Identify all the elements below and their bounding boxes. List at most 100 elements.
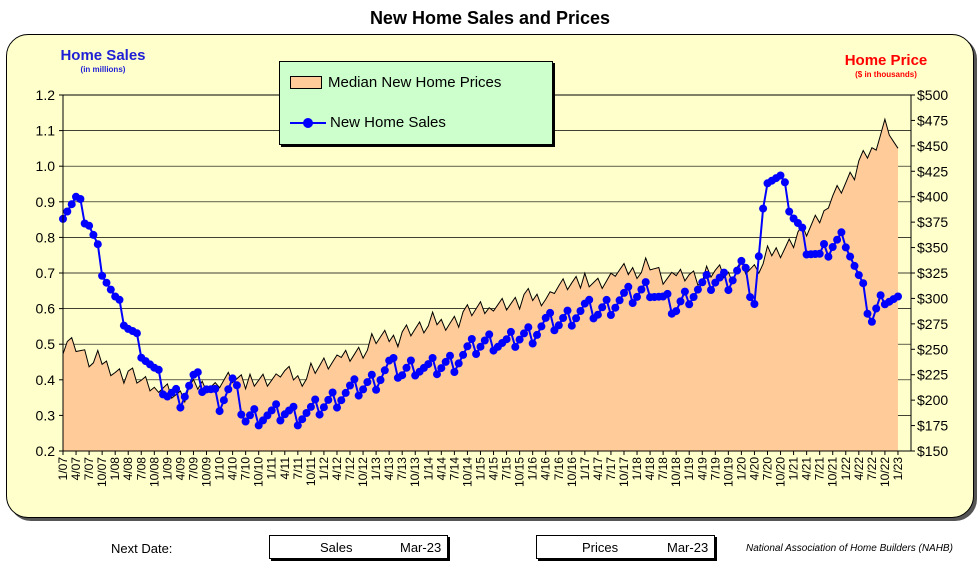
prices-box-label: Prices bbox=[582, 540, 619, 555]
sales-point bbox=[337, 396, 346, 405]
sales-point bbox=[172, 384, 181, 393]
sales-point bbox=[863, 309, 872, 318]
x-tick-label: 7/16 bbox=[552, 457, 566, 481]
left-tick-label: 0.5 bbox=[36, 336, 56, 352]
legend-area-swatch bbox=[290, 76, 322, 89]
sales-point bbox=[733, 266, 742, 275]
sales-point bbox=[737, 256, 746, 265]
sales-point bbox=[433, 370, 441, 379]
sales-point bbox=[515, 335, 524, 344]
right-tick-label: $300 bbox=[917, 290, 948, 306]
x-tick-label: 4/08 bbox=[121, 457, 135, 481]
legend-line-marker bbox=[290, 116, 326, 130]
x-tick-label: 4/20 bbox=[747, 457, 761, 481]
sales-point bbox=[406, 356, 415, 365]
x-tick-label: 4/13 bbox=[382, 457, 396, 481]
right-axis-title: Home Price bbox=[844, 52, 928, 69]
x-tick-label: 10/07 bbox=[95, 457, 109, 487]
x-tick-label: 7/13 bbox=[395, 457, 409, 481]
sales-point bbox=[398, 371, 407, 380]
x-tick-label: 10/09 bbox=[200, 457, 214, 487]
sales-point bbox=[246, 411, 254, 420]
sales-point bbox=[363, 378, 372, 387]
left-tick-label: 0.9 bbox=[36, 194, 56, 210]
x-tick-label: 7/11 bbox=[291, 457, 305, 480]
sales-point bbox=[115, 295, 124, 304]
legend-item-sales: New Home Sales bbox=[290, 114, 446, 131]
sales-point bbox=[272, 400, 281, 409]
sales-point bbox=[476, 342, 485, 351]
x-tick-label: 4/15 bbox=[487, 457, 501, 481]
sales-point bbox=[211, 384, 220, 393]
sales-point bbox=[402, 363, 411, 372]
legend-label-sales: New Home Sales bbox=[330, 114, 446, 131]
sales-point bbox=[563, 306, 572, 315]
x-tick-label: 10/19 bbox=[721, 457, 735, 487]
sales-point bbox=[685, 300, 694, 309]
sales-point bbox=[894, 292, 902, 301]
sales-point bbox=[728, 276, 737, 285]
x-tick-label: 4/21 bbox=[800, 457, 814, 481]
x-tick-label: 1/21 bbox=[787, 457, 801, 481]
sales-point bbox=[637, 285, 646, 294]
left-tick-label: 1.2 bbox=[36, 87, 56, 103]
right-tick-label: $325 bbox=[917, 265, 948, 281]
sales-point bbox=[820, 240, 828, 248]
sales-point bbox=[241, 417, 250, 426]
x-tick-label: 10/20 bbox=[774, 457, 788, 487]
sales-point bbox=[450, 368, 459, 376]
sales-point bbox=[611, 303, 620, 312]
source-note: National Association of Home Builders (N… bbox=[746, 543, 953, 554]
x-tick-label: 1/13 bbox=[369, 457, 383, 481]
sales-point bbox=[333, 403, 341, 412]
right-tick-label: $250 bbox=[917, 341, 948, 357]
sales-point bbox=[833, 235, 842, 244]
sales-point bbox=[472, 350, 481, 358]
sales-point bbox=[776, 171, 785, 180]
x-tick-label: 4/16 bbox=[539, 457, 553, 481]
x-tick-label: 10/16 bbox=[565, 457, 579, 487]
sales-point bbox=[328, 388, 337, 397]
x-tick-label: 7/15 bbox=[500, 457, 514, 481]
x-tick-label: 10/10 bbox=[252, 457, 266, 487]
sales-point bbox=[389, 354, 398, 362]
x-tick-label: 7/21 bbox=[813, 457, 827, 481]
sales-point bbox=[593, 310, 602, 319]
x-tick-label: 7/10 bbox=[239, 457, 253, 481]
sales-point bbox=[502, 335, 511, 344]
sales-box-date: Mar-23 bbox=[400, 540, 442, 555]
right-tick-label: $500 bbox=[917, 87, 948, 103]
sales-point bbox=[376, 376, 385, 384]
right-tick-label: $425 bbox=[917, 163, 948, 179]
sales-point bbox=[289, 402, 298, 411]
x-tick-label: 4/17 bbox=[591, 457, 605, 481]
x-tick-label: 7/18 bbox=[656, 457, 670, 481]
sales-point bbox=[815, 249, 824, 258]
sales-point bbox=[676, 297, 685, 306]
x-tick-label: 1/10 bbox=[213, 457, 227, 481]
sales-point bbox=[319, 403, 328, 412]
x-tick-label: 1/20 bbox=[734, 457, 748, 481]
sales-point bbox=[454, 359, 463, 368]
sales-point bbox=[511, 342, 520, 351]
sales-point bbox=[837, 228, 846, 237]
x-tick-label: 4/09 bbox=[173, 457, 187, 481]
sales-point bbox=[459, 350, 468, 359]
x-tick-label: 7/22 bbox=[865, 457, 879, 481]
sales-point bbox=[480, 336, 489, 345]
sales-point bbox=[689, 293, 698, 301]
sales-point bbox=[176, 403, 185, 412]
sales-point bbox=[841, 243, 850, 252]
x-tick-label: 10/11 bbox=[304, 457, 318, 486]
x-tick-label: 7/19 bbox=[708, 457, 722, 481]
x-tick-label: 7/12 bbox=[343, 457, 357, 481]
sales-point bbox=[485, 330, 494, 339]
sales-point bbox=[554, 321, 563, 330]
x-tick-label: 10/21 bbox=[826, 457, 840, 487]
sales-point bbox=[350, 375, 359, 384]
left-tick-label: 0.4 bbox=[36, 372, 56, 388]
left-tick-label: 0.3 bbox=[36, 407, 56, 423]
right-tick-label: $450 bbox=[917, 138, 948, 154]
sales-point bbox=[293, 421, 302, 430]
sales-point bbox=[720, 268, 728, 277]
